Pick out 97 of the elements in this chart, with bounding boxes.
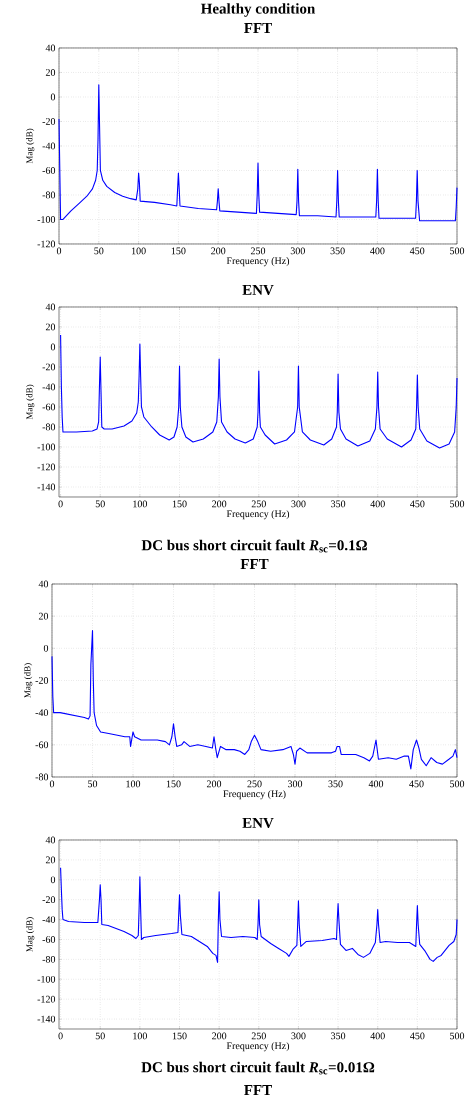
y-tick-label: 40	[45, 44, 56, 52]
x-tick-label: 350	[331, 1032, 346, 1040]
x-tick-label: 450	[410, 1032, 425, 1040]
x-tick-label: 300	[291, 1032, 306, 1040]
y-axis-title: Mag (dB)	[24, 663, 33, 698]
y-tick-label: 40	[45, 303, 56, 311]
x-tick-label: 400	[370, 500, 385, 508]
x-tick-label: 500	[450, 500, 465, 508]
x-tick-label: 500	[450, 247, 465, 255]
y-tick-label: -140	[37, 483, 56, 491]
x-tick-label: 0	[56, 247, 62, 255]
y-tick-label: -120	[37, 995, 56, 1003]
x-tick-label: 400	[368, 780, 384, 788]
x-tick-label: 350	[331, 500, 346, 508]
x-tick-label: 450	[409, 247, 425, 255]
x-tick-label: 100	[126, 780, 141, 788]
line-series	[60, 867, 458, 963]
y-tick-label: 20	[45, 856, 56, 864]
x-tick-label: 350	[328, 780, 343, 788]
y-tick-label: 0	[50, 876, 56, 884]
x-tick-label: 100	[133, 1032, 147, 1040]
x-tick-label: 150	[172, 500, 187, 508]
x-axis-title: Frequency (Hz)	[223, 790, 286, 800]
y-tick-label: 40	[45, 836, 56, 844]
x-tick-label: 200	[212, 500, 227, 508]
x-tick-label: 100	[133, 500, 147, 508]
y-tick-label: -80	[42, 191, 56, 199]
x-tick-label: 150	[171, 247, 186, 255]
y-tick-label: -20	[42, 363, 56, 371]
x-tick-label: 250	[247, 780, 262, 788]
y-tick-label: -40	[42, 916, 56, 923]
x-axis-title: Frequency (Hz)	[226, 257, 290, 267]
x-tick-label: 450	[409, 780, 424, 788]
y-tick-label: -60	[42, 167, 56, 174]
y-axis-title: Mag (dB)	[26, 384, 35, 420]
y-tick-label: 0	[50, 93, 56, 101]
y-tick-label: -140	[37, 1015, 56, 1023]
x-tick-label: 500	[450, 780, 465, 788]
x-tick-label: 150	[172, 1032, 187, 1040]
text: DC bus short circuit fault R$_{sc}$=0.01Ω	[141, 1061, 375, 1075]
y-tick-label: -40	[42, 142, 56, 150]
x-tick-label: 250	[251, 1032, 266, 1040]
y-tick-label: 20	[38, 612, 49, 620]
y-tick-label: 20	[45, 69, 56, 76]
line-series	[60, 334, 458, 449]
x-tick-label: 400	[370, 1032, 385, 1040]
y-tick-label: -80	[42, 423, 56, 431]
x-tick-label: 50	[95, 1032, 105, 1040]
chart-title: DC bus short circuit fault R$_{sc}$=0.1Ω	[141, 539, 367, 553]
x-tick-label: 200	[206, 780, 222, 788]
chart-title: Healthy condition	[200, 3, 316, 17]
chart-subtitle: FFT	[244, 23, 272, 33]
y-tick-label: 20	[45, 323, 56, 331]
y-tick-label: -120	[37, 463, 56, 471]
x-tick-label: 0	[58, 500, 63, 508]
y-tick-label: -20	[42, 118, 56, 125]
y-tick-label: -120	[37, 240, 56, 248]
x-tick-label: 250	[250, 247, 266, 255]
x-tick-label: 0	[58, 1032, 63, 1040]
y-tick-label: -100	[37, 975, 56, 983]
x-tick-label: 100	[131, 247, 146, 255]
x-tick-label: 350	[330, 247, 345, 255]
x-tick-label: 50	[88, 780, 98, 788]
y-tick-label: -100	[37, 443, 56, 451]
y-tick-label: -60	[35, 741, 49, 749]
x-tick-label: 400	[370, 247, 385, 255]
y-tick-label: -60	[42, 936, 56, 943]
x-tick-label: 50	[94, 247, 104, 255]
y-tick-label: -60	[42, 403, 56, 411]
x-tick-label: 50	[95, 500, 105, 508]
x-tick-label: 500	[450, 1032, 465, 1040]
x-tick-label: 200	[211, 247, 226, 255]
text: FFT	[244, 1085, 272, 1095]
y-tick-label: -100	[37, 216, 56, 223]
y-tick-label: -40	[42, 383, 56, 391]
x-tick-label: 150	[166, 780, 181, 788]
y-axis-title: Mag (dB)	[26, 128, 35, 164]
x-tick-label: 200	[212, 1032, 227, 1040]
y-tick-label: -20	[42, 896, 56, 904]
y-tick-label: -80	[35, 773, 49, 781]
y-tick-label: -80	[42, 955, 56, 963]
chart-subtitle: FFT	[240, 559, 269, 569]
y-axis-title: Mag (dB)	[26, 917, 35, 952]
y-tick-label: 0	[50, 343, 56, 351]
x-tick-label: 300	[290, 247, 305, 255]
x-axis-title: Frequency (Hz)	[226, 1042, 290, 1052]
x-tick-label: 300	[287, 780, 303, 788]
y-tick-label: -20	[35, 677, 49, 684]
y-tick-label: 0	[43, 644, 49, 652]
y-tick-label: -40	[35, 709, 49, 717]
chart-title: ENV	[242, 284, 274, 295]
chart-title: ENV	[242, 817, 274, 829]
y-tick-label: 40	[38, 580, 49, 588]
x-tick-label: 250	[251, 500, 266, 508]
x-axis-title: Frequency (Hz)	[226, 510, 290, 520]
x-tick-label: 300	[291, 500, 306, 508]
x-tick-label: 450	[410, 500, 425, 508]
